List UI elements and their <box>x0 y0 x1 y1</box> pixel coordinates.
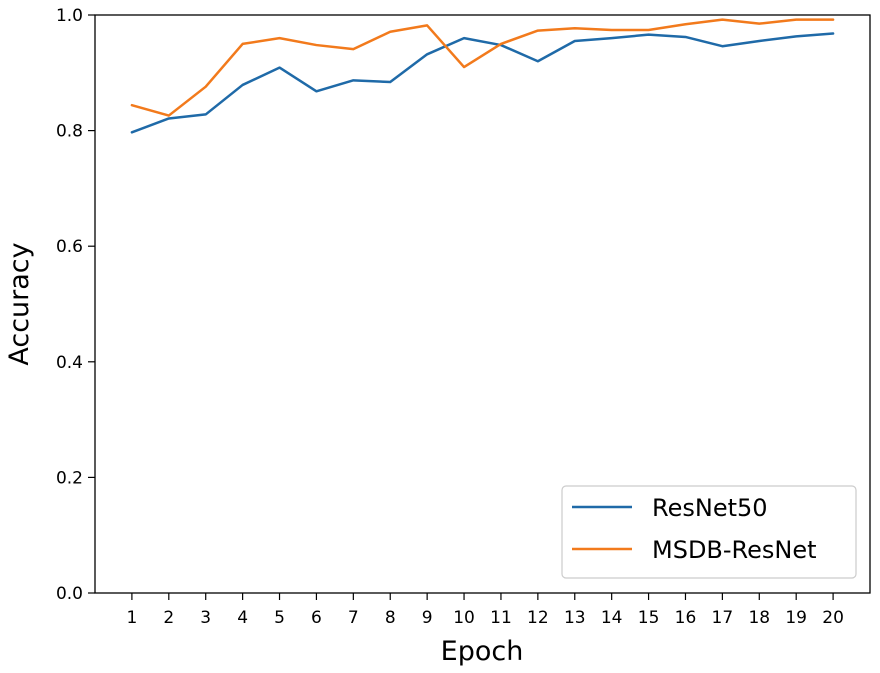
x-tick-label: 11 <box>490 608 512 628</box>
y-tick-label: 0.2 <box>56 468 83 488</box>
y-tick-label: 1.0 <box>56 6 83 26</box>
x-tick-label: 5 <box>274 608 285 628</box>
legend-box <box>561 485 857 579</box>
series-line-msdb-resnet <box>130 18 835 117</box>
x-tick-label: 14 <box>601 608 623 628</box>
legend-label-msdb-resnet: MSDB-ResNet <box>652 536 817 564</box>
series-line-resnet50 <box>130 32 835 134</box>
x-tick-label: 1 <box>126 608 137 628</box>
x-tick-label: 15 <box>638 608 660 628</box>
x-tick-label: 13 <box>564 608 586 628</box>
legend-label-resnet50: ResNet50 <box>652 494 768 522</box>
x-tick-label: 10 <box>453 608 475 628</box>
x-tick-label: 18 <box>748 608 770 628</box>
x-tick-label: 9 <box>422 608 433 628</box>
y-tick-label: 0.8 <box>56 122 83 142</box>
legend: ResNet50 MSDB-ResNet <box>561 485 857 579</box>
y-tick-label: 0.4 <box>56 353 83 373</box>
x-tick-label: 3 <box>200 608 211 628</box>
x-tick-label: 20 <box>822 608 844 628</box>
x-axis-label: Epoch <box>441 636 524 667</box>
x-tick-label: 16 <box>675 608 697 628</box>
y-tick-label: 0.0 <box>56 584 83 604</box>
x-tick-label: 7 <box>348 608 359 628</box>
y-axis-ticks: 0.0 0.2 0.4 0.6 0.8 1.0 <box>56 6 95 604</box>
x-tick-label: 8 <box>385 608 396 628</box>
y-tick-label: 0.6 <box>56 237 83 257</box>
series-lines <box>130 18 835 134</box>
x-axis-ticks: 1 2 3 4 5 6 7 8 9 10 11 12 13 14 15 16 17 18 19 20 <box>126 593 844 628</box>
y-axis-label: Accuracy <box>4 242 35 365</box>
x-tick-label: 17 <box>712 608 734 628</box>
x-tick-label: 19 <box>785 608 807 628</box>
plot-frame <box>94 14 871 594</box>
x-tick-label: 12 <box>527 608 549 628</box>
x-tick-label: 2 <box>163 608 174 628</box>
x-tick-label: 6 <box>311 608 322 628</box>
x-tick-label: 4 <box>237 608 248 628</box>
